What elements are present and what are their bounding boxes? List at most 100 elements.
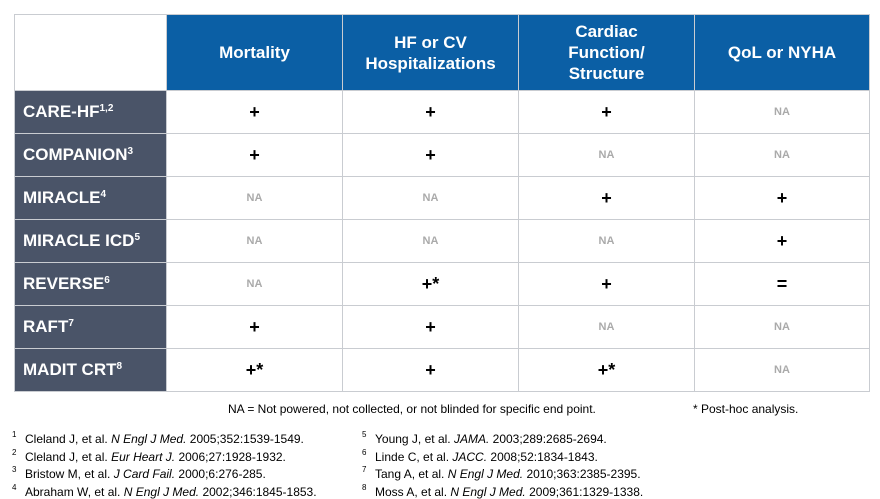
reference-journal: JAMA. (453, 432, 490, 446)
reference-citation: 2008;52:1834-1843. (490, 449, 598, 464)
column-header-text: HF or CV Hospitalizations (365, 32, 496, 73)
result-cell: NA (694, 305, 870, 349)
result-cell: + (694, 176, 870, 220)
result-cell: NA (694, 90, 870, 134)
reference-text: Tang A, et al. N Engl J Med. 2010;363:23… (375, 467, 641, 481)
result-cell: NA (342, 219, 519, 263)
reference-number: 7 (362, 465, 367, 474)
row-name-text: COMPANION (23, 145, 128, 164)
result-cell: NA (518, 133, 695, 177)
result-cell: NA (342, 176, 519, 220)
reference-citation: 2006;27:1928-1932. (178, 449, 286, 464)
result-cell: +* (342, 262, 519, 306)
reference-text: Cleland J, et al. N Engl J Med. 2005;352… (25, 432, 304, 446)
reference-journal: N Engl J Med. (123, 484, 200, 499)
reference-citation: 2005;352:1539-1549. (189, 432, 304, 446)
reference-number: 4 (12, 482, 17, 492)
reference-author: Abraham W, et al. (25, 484, 121, 499)
result-cell: + (342, 133, 519, 177)
result-cell: NA (694, 348, 870, 392)
reference-number: 3 (12, 465, 17, 474)
table-row: CARE-HF1,2 + + + NA (14, 90, 870, 134)
result-cell: NA (166, 176, 343, 220)
reference-journal: N Engl J Med. (450, 484, 526, 499)
na-note: NA = Not powered, not collected, or not … (228, 402, 596, 416)
row-name-text: MIRACLE ICD (23, 231, 135, 250)
result-cell: + (342, 348, 519, 392)
row-name-text: MADIT CRT (23, 360, 117, 379)
posthoc-note: * Post-hoc analysis. (693, 402, 799, 416)
row-name-superscript: 1,2 (99, 103, 114, 114)
result-cell: NA (518, 305, 695, 349)
reference-text: Young J, et al. JAMA. 2003;289:2685-2694… (375, 432, 607, 446)
result-cell: NA (166, 219, 343, 263)
table-row: MADIT CRT8 +* + +* NA (14, 348, 870, 392)
table-row: MIRACLE4 NA NA + + (14, 176, 870, 220)
reference-author: Young J, et al. (375, 432, 451, 446)
reference-text: Cleland J, et al. Eur Heart J. 2006;27:1… (25, 450, 286, 464)
reference-citation: 2000;6:276-285. (178, 467, 266, 481)
table-row: RAFT7 + + NA NA (14, 305, 870, 349)
reference-citation: 2003;289:2685-2694. (492, 432, 607, 446)
row-name: MIRACLE4 (14, 176, 167, 220)
corner-cell (14, 14, 167, 91)
result-cell: + (518, 90, 695, 134)
row-name-text: CARE-HF (23, 102, 100, 121)
row-name-superscript: 4 (100, 189, 107, 200)
result-cell: NA (518, 219, 695, 263)
table-row: REVERSE6 NA +* + = (14, 262, 870, 306)
result-cell: + (342, 90, 519, 134)
reference-citation: 2009;361:1329-1338. (529, 484, 644, 499)
result-cell: + (694, 219, 870, 263)
result-cell: +* (166, 348, 343, 392)
reference-author: Linde C, et al. (375, 449, 450, 464)
reference-text: Moss A, et al. N Engl J Med. 2009;361:13… (375, 485, 643, 499)
column-header: QoL or NYHA (694, 14, 870, 91)
reference-journal: N Engl J Med. (111, 432, 187, 446)
reference-number: 2 (12, 447, 17, 457)
column-header-text: QoL or NYHA (727, 43, 837, 62)
reference-citation: 2010;363:2385-2395. (526, 467, 641, 481)
row-name: MIRACLE ICD5 (14, 219, 167, 263)
column-header: Mortality (166, 14, 343, 91)
result-cell: + (342, 305, 519, 349)
reference-number: 5 (362, 430, 367, 439)
reference-author: Cleland J, et al. (25, 449, 108, 464)
column-header-text: Cardiac Function/ Structure (568, 22, 645, 83)
reference-text: Abraham W, et al. N Engl J Med. 2002;346… (25, 485, 317, 499)
row-name: CARE-HF1,2 (14, 90, 167, 134)
row-name-superscript: 6 (104, 275, 110, 286)
row-name-text: RAFT (23, 317, 69, 336)
result-cell: + (518, 262, 695, 306)
reference-journal: N Engl J Med. (447, 467, 524, 481)
result-cell: + (166, 133, 343, 177)
results-table: Mortality HF or CV Hospitalizations Cardia… (14, 14, 870, 392)
row-name-text: REVERSE (23, 274, 105, 293)
reference-citation: 2002;346:1845-1853. (202, 484, 317, 499)
header-row: Mortality HF or CV Hospitalizations Cardia… (14, 14, 870, 91)
row-name-text: MIRACLE (23, 188, 101, 207)
reference-journal: J Card Fail. (113, 467, 176, 481)
row-name-superscript: 3 (127, 146, 134, 157)
column-header: Cardiac Function/ Structure (518, 14, 695, 91)
column-header-text: Mortality (219, 43, 290, 62)
result-cell: NA (166, 262, 343, 306)
result-cell: NA (694, 133, 870, 177)
result-cell: + (166, 90, 343, 134)
reference-author: Cleland J, et al. (25, 432, 108, 446)
reference-journal: JACC. (452, 449, 488, 464)
reference-author: Moss A, et al. (375, 484, 448, 499)
reference-journal: Eur Heart J. (111, 449, 176, 464)
column-header: HF or CV Hospitalizations (342, 14, 519, 91)
row-name-superscript: 7 (68, 318, 74, 329)
reference-author: Tang A, et al. (375, 467, 445, 481)
table-row: COMPANION3 + + NA NA (14, 133, 870, 177)
reference-number: 8 (362, 482, 367, 492)
row-name-superscript: 5 (134, 232, 141, 243)
reference-text: Bristow M, et al. J Card Fail. 2000;6:27… (25, 467, 266, 481)
row-name: RAFT7 (14, 305, 167, 349)
result-cell: +* (518, 348, 695, 392)
table-row: MIRACLE ICD5 NA NA NA + (14, 219, 870, 263)
reference-author: Bristow M, et al. (25, 467, 111, 481)
